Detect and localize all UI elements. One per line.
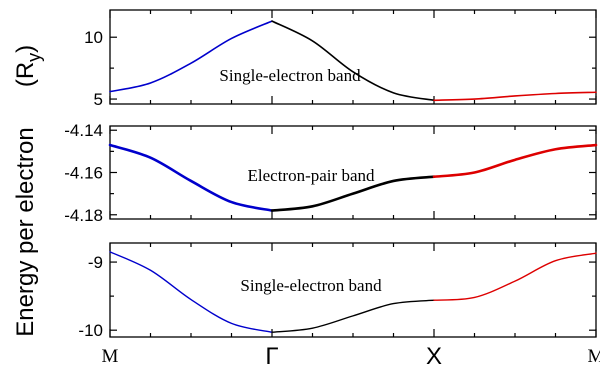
x-tick-label-4: M	[588, 346, 600, 367]
x-tick-label-1: M	[102, 346, 119, 367]
y-tick-label: -10	[78, 321, 103, 340]
annotation-electron-pair: Electron-pair band	[248, 166, 375, 185]
y-tick-label: 10	[84, 28, 103, 47]
panel-frame	[109, 9, 597, 105]
x-tick-label-3: X	[426, 343, 442, 368]
y-unit-open: (R	[12, 62, 39, 87]
y-tick-label: 5	[94, 90, 103, 109]
panels-group: 10 5 Single-electron band -4.14 -4.16 -4.18 El…	[64, 9, 598, 340]
y-tick-label: -4.14	[64, 121, 103, 140]
x-tick-label-2: Γ	[265, 343, 278, 368]
annotation-single-electron-top: Single-electron band	[219, 66, 361, 85]
band-segment-1	[109, 20, 273, 93]
band-segment-1	[108, 143, 274, 212]
y-tick-label: -9	[88, 253, 103, 272]
y-unit-close: )	[12, 45, 39, 53]
band-segment-2	[271, 299, 435, 333]
band-segment-3	[432, 143, 598, 179]
y-axis-unit: (Ry)	[12, 45, 44, 87]
y-tick-label: -4.16	[64, 164, 103, 183]
y-axis-label: Energy per electron	[12, 127, 39, 336]
band-segment-1	[109, 251, 273, 333]
band-segment-2	[271, 20, 435, 102]
band-segment-3	[433, 252, 597, 301]
panel-single-electron-top: 10 5 Single-electron band	[84, 9, 597, 109]
band-segment-3	[433, 91, 597, 102]
panel-electron-pair: -4.14 -4.16 -4.18 Electron-pair band	[64, 121, 598, 225]
band-segment-2	[270, 175, 436, 212]
panel-single-electron-bottom: -9 -10 Single-electron band	[78, 242, 597, 340]
annotation-single-electron-bottom: Single-electron band	[240, 276, 382, 295]
y-tick-label: -4.18	[64, 206, 103, 225]
y-unit-subscript: y	[24, 53, 44, 62]
